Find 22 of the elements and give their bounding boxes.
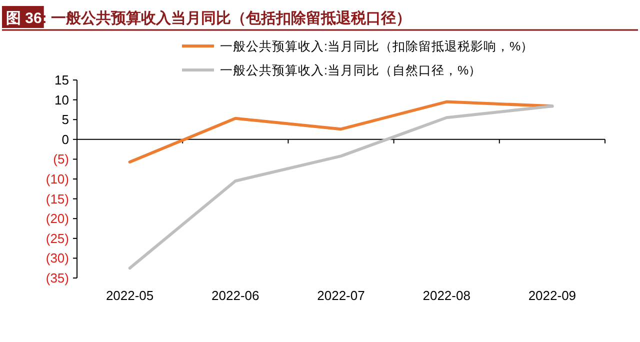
y-tick-label: 0: [62, 132, 69, 147]
title: 图 36: 一般公共预算收入当月同比（包括扣除留抵退税口径）: [2, 6, 638, 31]
line-series: [128, 104, 554, 270]
x-tick-label: 2022-06: [212, 288, 260, 303]
x-tick-label: 2022-09: [528, 288, 576, 303]
y-tick-label: (35): [46, 270, 69, 286]
x-tick-label: 2022-08: [422, 288, 470, 303]
y-tick-label: 15: [54, 72, 69, 88]
line-series: [128, 100, 554, 164]
y-tick-label: 10: [54, 92, 69, 108]
y-tick-label: (5): [53, 152, 69, 167]
x-tick-label: 2022-07: [317, 288, 365, 303]
y-tick-label: (15): [46, 191, 69, 206]
y-tick-label: (10): [46, 172, 69, 186]
chart-title: 图 36: 一般公共预算收入当月同比（包括扣除留抵退税口径）: [6, 10, 412, 27]
y-tick-label: (20): [46, 211, 69, 226]
x-tick-label: 2022-05: [106, 288, 154, 303]
legend-label: 一般公共预算收入:当月同比（扣除留抵退税影响，%）: [220, 40, 534, 54]
legend-label: 一般公共预算收入:当月同比（自然口径，%）: [220, 64, 482, 78]
y-tick-label: 5: [62, 112, 69, 128]
y-tick-label: (25): [46, 230, 69, 246]
y-tick-label: (30): [46, 250, 69, 266]
